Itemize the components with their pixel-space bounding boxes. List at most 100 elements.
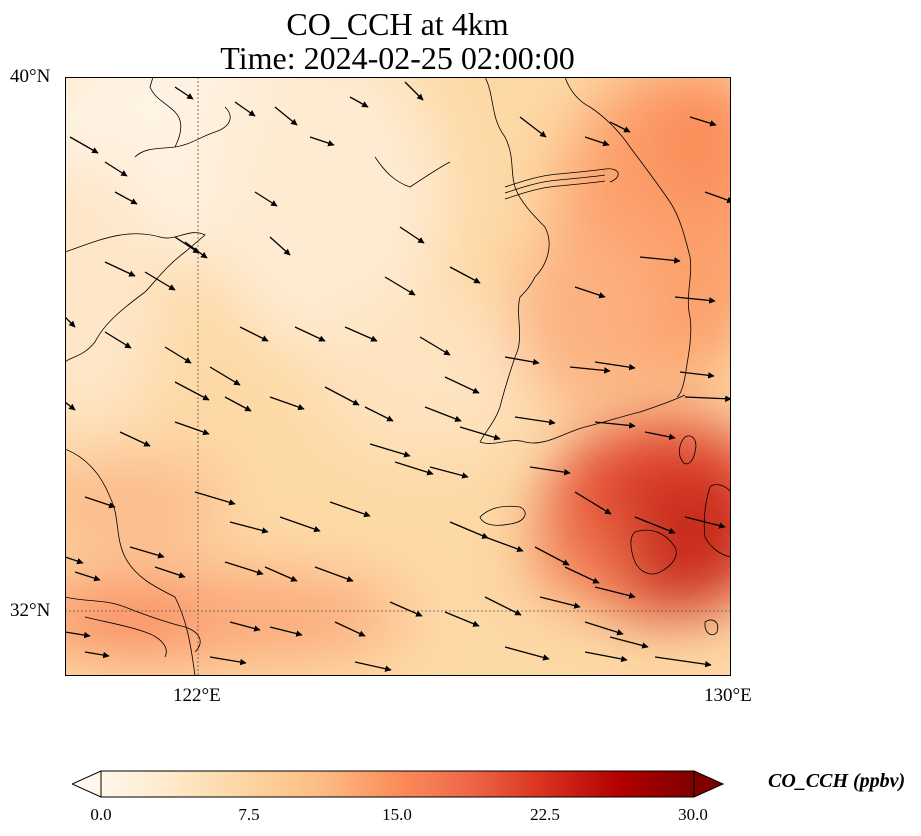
wind-arrow (679, 371, 715, 379)
wind-arrow (154, 566, 186, 579)
wind-arrow (269, 236, 291, 256)
wind-arrow (224, 561, 264, 576)
wind-arrow (564, 566, 600, 584)
wind-arrow (254, 191, 278, 207)
wind-arrow (389, 601, 423, 617)
wind-arrow (65, 401, 76, 411)
wind-arrow (274, 106, 298, 126)
wind-arrow (239, 326, 269, 342)
wind-arrow (584, 621, 624, 636)
colorbar (72, 770, 724, 798)
wind-arrow (424, 406, 462, 422)
wind-arrow (514, 416, 556, 426)
wind-arrow (114, 191, 138, 205)
wind-arrow (419, 336, 451, 356)
wind-arrow (594, 361, 636, 371)
wind-arrow (639, 256, 681, 264)
wind-arrow (444, 376, 480, 394)
wind-arrow (184, 241, 208, 259)
wind-arrow (209, 366, 241, 386)
wind-arrow (264, 566, 298, 582)
wind-arrow (344, 326, 378, 342)
wind-arrow (609, 636, 649, 649)
wind-arrow (574, 286, 606, 299)
wind-arrow (594, 421, 636, 429)
wind-arrow (569, 366, 611, 374)
wind-arrow (584, 136, 610, 147)
wind-arrow (209, 656, 247, 666)
wind-arrow (354, 661, 392, 672)
wind-arrow (174, 381, 210, 401)
wind-arrow (594, 586, 636, 599)
colorbar-extend-min (72, 770, 102, 798)
wind-arrow (294, 326, 326, 342)
wind-arrow (534, 546, 570, 566)
wind-arrow (309, 136, 335, 147)
wind-arrow (574, 491, 612, 515)
lon-label-130e: 130°E (704, 685, 752, 706)
lat-label-32n: 32°N (10, 600, 51, 621)
wind-arrow (104, 331, 132, 349)
wind-arrow (394, 461, 434, 476)
wind-arrow (609, 121, 631, 133)
wind-arrow (234, 101, 256, 117)
wind-arrow (84, 651, 110, 659)
co-concentration-field (65, 77, 731, 676)
wind-arrow (684, 395, 731, 402)
wind-arrow (654, 656, 712, 668)
wind-arrow (174, 236, 200, 254)
map-border (65, 77, 731, 676)
wind-vectors (65, 81, 731, 672)
wind-arrow (74, 571, 101, 582)
wind-arrow (449, 521, 489, 539)
wind-arrow (644, 431, 676, 441)
wind-arrow (329, 501, 371, 518)
wind-arrow (314, 566, 354, 583)
wind-arrow (69, 136, 99, 154)
lon-label-122e: 122°E (173, 685, 221, 706)
wind-arrow (684, 516, 726, 529)
map-title: CO_CCH at 4km (286, 6, 509, 42)
wind-arrow (484, 596, 522, 616)
wind-arrow (539, 596, 581, 609)
wind-arrow (65, 631, 91, 639)
wind-arrow (334, 621, 366, 637)
wind-arrow (634, 516, 676, 534)
wind-arrow (364, 406, 394, 422)
lat-label-40n: 40°N (10, 66, 51, 87)
wind-arrow (584, 651, 628, 663)
wind-arrow (384, 276, 416, 296)
wind-arrow (224, 396, 252, 412)
wind-arrow (119, 431, 151, 447)
wind-arrow (174, 86, 194, 100)
wind-arrow (229, 621, 261, 632)
colorbar-label: CO_CCH (ppbv) (768, 770, 906, 792)
wind-arrow (399, 226, 425, 244)
wind-arrow (674, 296, 716, 304)
colorbar-extend-max (693, 770, 724, 798)
wind-arrow (689, 116, 717, 127)
coastlines (65, 77, 731, 676)
gridlines (65, 77, 731, 676)
wind-arrow (65, 556, 84, 565)
colorbar-tick-2: 15.0 (382, 805, 412, 824)
colorbar-tick-1: 7.5 (238, 805, 260, 824)
wind-arrow (349, 96, 369, 108)
colorbar-tick-3: 22.5 (530, 805, 560, 824)
wind-arrow (324, 386, 360, 406)
wind-arrow (484, 536, 524, 553)
wind-arrow (104, 161, 128, 177)
wind-arrow (164, 346, 192, 364)
wind-arrow (369, 443, 411, 458)
wind-arrow (65, 316, 76, 328)
wind-arrow (444, 611, 480, 627)
wind-arrow (144, 271, 176, 291)
wind-arrow (129, 546, 165, 559)
wind-arrow (279, 516, 321, 533)
wind-arrow (194, 491, 236, 506)
wind-arrow (529, 466, 571, 476)
colorbar-tick-4: 30.0 (678, 805, 708, 824)
wind-arrow (519, 116, 547, 138)
wind-arrow (429, 466, 469, 479)
map-subtitle-time: Time: 2024-02-25 02:00:00 (220, 40, 575, 76)
